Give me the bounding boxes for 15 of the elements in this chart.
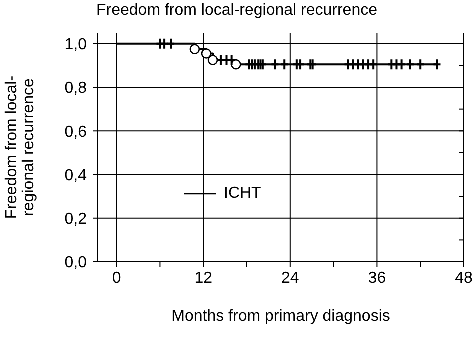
y-tick-label: 0,8 — [64, 80, 88, 98]
y-tick-label: 1,0 — [64, 36, 88, 54]
y-tick-label: 0,6 — [64, 124, 88, 141]
x-tick-label: 48 — [455, 270, 473, 287]
x-tick-label: 12 — [194, 270, 213, 287]
y-axis-title: Freedom from local- regional recurrence — [4, 76, 38, 220]
legend-label: ICHT — [224, 185, 262, 203]
y-tick-label: 0,2 — [64, 211, 88, 228]
x-tick-label: 0 — [112, 270, 122, 287]
x-tick-label: 24 — [282, 270, 300, 287]
x-axis-title: Months from primary diagnosis — [172, 308, 390, 325]
y-tick-label: 0,0 — [64, 254, 88, 272]
x-tick-label: 36 — [368, 270, 386, 287]
chart-title: Freedom from local-regional recurrence — [96, 2, 378, 20]
y-tick-label: 0,4 — [64, 167, 88, 184]
